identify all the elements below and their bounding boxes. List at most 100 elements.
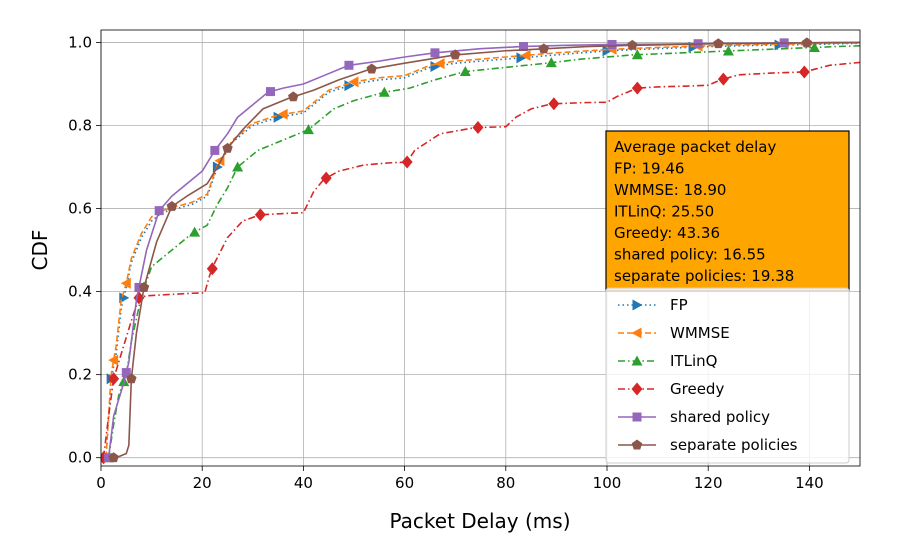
x-tick-label: 0 — [96, 474, 106, 492]
data-point-separate-policies — [713, 38, 724, 49]
data-point-greedy — [320, 171, 332, 185]
y-tick-label: 0.0 — [68, 449, 92, 467]
data-point-shared-policy — [519, 42, 529, 52]
data-point-fp — [273, 111, 284, 123]
legend-marker-separate-policies — [631, 439, 643, 450]
data-point-wmmse — [520, 49, 531, 61]
data-point-separate-policies — [138, 281, 150, 292]
y-tick-label: 0.8 — [68, 117, 92, 135]
data-point-shared-policy — [121, 368, 131, 378]
legend-marker-greedy — [631, 382, 643, 396]
legend-marker-shared-policy — [632, 412, 642, 422]
series-greedy — [101, 61, 860, 465]
annotation-line: WMMSE: 18.90 — [614, 181, 726, 199]
x-tick-label: 80 — [496, 474, 515, 492]
data-point-wmmse — [434, 58, 445, 70]
data-point-greedy — [798, 65, 810, 79]
annotation-line: shared policy: 16.55 — [614, 246, 766, 264]
data-point-greedy — [548, 97, 560, 111]
data-point-separate-policies — [538, 43, 549, 54]
y-tick-label: 0.6 — [68, 200, 92, 218]
data-point-fp — [516, 52, 527, 64]
legend-marker-fp — [632, 299, 643, 311]
data-point-itlinq — [631, 49, 643, 60]
data-point-itlinq — [722, 45, 734, 56]
data-point-separate-policies — [108, 452, 119, 463]
data-point-shared-policy — [430, 48, 440, 58]
data-point-greedy — [717, 72, 729, 86]
data-point-shared-policy — [607, 39, 617, 49]
annotation-line: Average packet delay — [614, 138, 776, 156]
data-point-itlinq — [378, 86, 390, 97]
data-point-fp — [344, 80, 355, 92]
series-line-wmmse — [105, 42, 860, 458]
plot-frame — [100, 29, 861, 467]
data-point-itlinq — [459, 66, 471, 77]
series-line-greedy — [102, 61, 860, 458]
legend-label-separate-policies: separate policies — [670, 436, 798, 454]
data-point-shared-policy — [210, 145, 220, 155]
data-point-itlinq — [808, 41, 820, 52]
y-tick-label: 1.0 — [68, 33, 92, 51]
data-point-shared-policy — [266, 87, 276, 97]
legend-label-fp: FP — [670, 296, 688, 314]
data-point-separate-policies — [366, 63, 377, 74]
data-point-separate-policies — [222, 142, 233, 153]
annotation-line: separate policies: 19.38 — [614, 267, 794, 285]
data-point-separate-policies — [126, 373, 137, 384]
y-tick-label: 0.2 — [68, 366, 92, 384]
data-point-greedy — [401, 155, 413, 169]
y-axis-label: CDF — [28, 230, 52, 271]
annotation-line: Greedy: 43.36 — [614, 224, 720, 242]
x-tick-label: 140 — [795, 474, 824, 492]
x-tick-label: 40 — [294, 474, 313, 492]
data-point-fp — [602, 45, 613, 57]
data-point-greedy — [206, 262, 218, 276]
data-point-separate-policies — [166, 200, 178, 211]
data-point-greedy — [472, 121, 484, 135]
data-point-greedy — [108, 372, 120, 386]
annotation-line: FP: 19.46 — [614, 160, 684, 178]
legend-label-shared-policy: shared policy — [670, 408, 770, 426]
average-delay-annotation: Average packet delay FP: 19.46 WMMSE: 18.9… — [605, 130, 850, 292]
data-point-shared-policy — [104, 453, 114, 463]
data-point-wmmse — [277, 108, 288, 120]
data-point-fp — [430, 61, 441, 73]
legend-box — [605, 287, 850, 464]
data-point-itlinq — [302, 124, 314, 135]
plot-area — [101, 37, 860, 465]
legend-label-itlinq: ITLinQ — [670, 352, 717, 370]
series-fp — [105, 39, 860, 458]
legend-marker-wmmse — [631, 327, 642, 339]
data-point-separate-policies — [449, 49, 461, 60]
x-axis-label: Packet Delay (ms) — [389, 509, 570, 533]
data-point-itlinq — [189, 226, 201, 237]
axes: 0 20 40 60 80 100 120 140 0.0 0.2 0.4 0.6 0.8 1.0 — [68, 29, 861, 492]
data-point-separate-policies — [801, 37, 813, 48]
data-point-wmmse — [120, 277, 131, 289]
data-point-shared-policy — [134, 282, 144, 292]
data-point-shared-policy — [154, 206, 164, 216]
legend-marker-itlinq — [631, 355, 643, 366]
annotation-line: ITLinQ: 25.50 — [614, 203, 714, 221]
data-point-separate-policies — [288, 91, 299, 102]
legend-label-greedy: Greedy — [670, 380, 724, 398]
data-point-itlinq — [545, 57, 557, 68]
data-point-itlinq — [232, 161, 244, 172]
y-tick-label: 0.4 — [68, 283, 92, 301]
series-separate-policies — [108, 37, 860, 463]
data-point-shared-policy — [344, 60, 354, 70]
x-tick-label: 60 — [395, 474, 414, 492]
data-point-wmmse — [108, 354, 119, 366]
x-tick-label: 100 — [593, 474, 622, 492]
annotation-box — [605, 130, 850, 292]
legend-label-wmmse: WMMSE — [670, 324, 730, 342]
x-tick-label: 120 — [694, 474, 723, 492]
x-tick-label: 20 — [193, 474, 212, 492]
data-point-separate-policies — [627, 39, 638, 50]
legend: FP WMMSE ITLinQ Greedy shared policy separate… — [605, 287, 850, 464]
data-point-greedy — [631, 81, 643, 95]
data-point-greedy — [254, 208, 266, 222]
data-point-wmmse — [348, 76, 359, 88]
